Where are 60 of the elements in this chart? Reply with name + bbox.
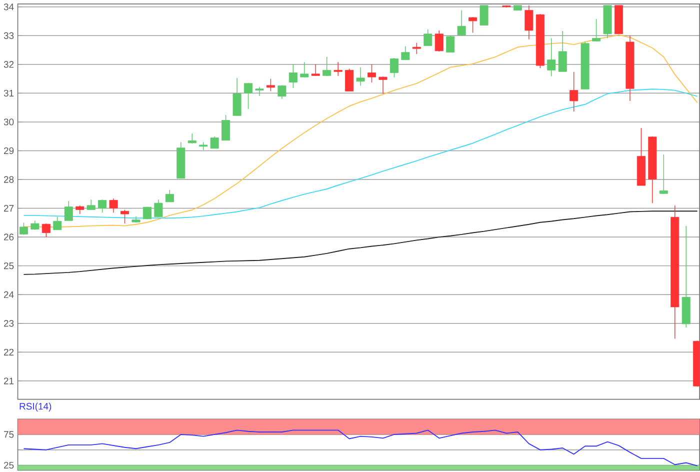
candlestick (390, 58, 398, 78)
candlestick (30, 220, 40, 230)
y-tick-label: 30 (4, 118, 14, 126)
y-tick-label: 26 (4, 234, 14, 240)
y-tick-label: 75 (4, 431, 14, 438)
candlestick (468, 16, 478, 34)
candlestick (401, 46, 410, 60)
candlestick (378, 76, 388, 94)
candlestick (345, 68, 354, 92)
candlestick (19, 222, 28, 236)
candlestick (334, 62, 342, 76)
chart-title: RSI(14) (20, 402, 52, 412)
candlestick (42, 223, 50, 238)
candlestick (524, 5, 534, 40)
y-tick-label: 22 (4, 348, 14, 356)
y-tick-label: 28 (4, 176, 14, 183)
candlestick (266, 78, 275, 92)
candlestick (210, 136, 219, 149)
candlestick (547, 38, 556, 77)
candlestick (86, 199, 96, 210)
candlestick (109, 198, 118, 213)
candlestick (244, 82, 253, 110)
y-tick-label: 32 (4, 60, 14, 68)
candlestick (412, 42, 421, 54)
candlestick (288, 64, 298, 88)
candlestick (120, 209, 130, 224)
candlestick (570, 71, 578, 112)
candlestick (434, 30, 444, 52)
y-tick-label: 33 (4, 32, 14, 39)
candlestick (322, 56, 332, 76)
candlestick (457, 10, 466, 36)
candlestick (659, 154, 668, 194)
y-tick-label: 24 (4, 291, 14, 298)
y-tick-label: 25 (4, 462, 14, 469)
y-tick-label: 21 (4, 378, 14, 384)
candlestick (424, 28, 432, 46)
candlestick (232, 78, 242, 116)
y-tick-label: 27 (4, 204, 14, 212)
candlestick (356, 66, 365, 86)
candlestick (154, 199, 163, 218)
candlestick (165, 189, 174, 202)
y-tick-label: 34 (4, 3, 14, 10)
y-tick-label: 25 (4, 262, 14, 270)
candlestick (278, 84, 286, 100)
candlestick (98, 199, 107, 213)
candlestick (222, 114, 230, 141)
y-tick-label: 23 (4, 320, 14, 327)
candlestick (311, 64, 320, 76)
y-tick-label: 29 (4, 147, 14, 154)
candlestick (188, 133, 196, 144)
candlestick (480, 5, 488, 26)
candlestick (558, 30, 567, 72)
candlestick (255, 86, 264, 96)
y-tick-label: 31 (4, 90, 14, 96)
candlestick (300, 62, 309, 78)
candlestick (368, 64, 376, 83)
candlestick (592, 18, 601, 42)
candlestick (64, 200, 73, 221)
candlestick (446, 35, 455, 53)
candlestick (53, 216, 62, 230)
